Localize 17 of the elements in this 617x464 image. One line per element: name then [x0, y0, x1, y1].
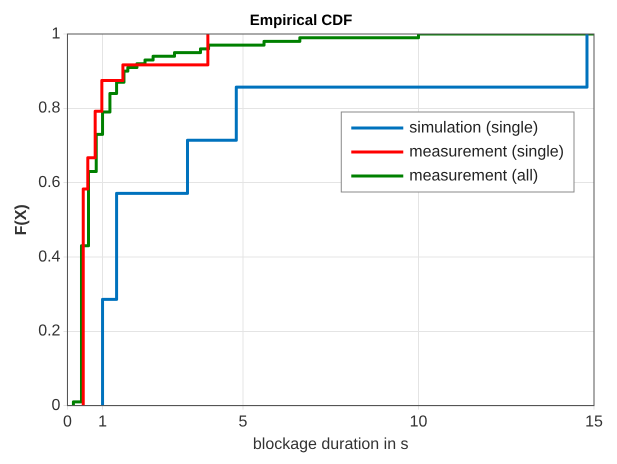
- y-tick-label: 0.2: [38, 322, 61, 340]
- x-tick-label: 1: [98, 414, 108, 431]
- legend-label: measurement (all): [409, 167, 538, 184]
- y-tick-label: 1: [52, 25, 61, 42]
- legend-label: simulation (single): [409, 119, 538, 136]
- y-axis-title: F(X): [13, 204, 30, 236]
- x-tick-label: 10: [410, 414, 428, 431]
- x-axis-title: blockage duration in s: [252, 436, 409, 453]
- x-tick-label: 5: [238, 414, 248, 431]
- chart-title: Empirical CDF: [250, 12, 352, 30]
- legend-label: measurement (single): [409, 143, 564, 160]
- y-tick-label: 0.4: [38, 248, 61, 266]
- x-tick-label: 0: [62, 414, 72, 431]
- y-tick-label: 0.6: [38, 174, 61, 192]
- y-tick-label: 0: [52, 397, 61, 414]
- x-tick-label: 15: [585, 414, 603, 431]
- y-tick-label: 0.8: [38, 100, 61, 117]
